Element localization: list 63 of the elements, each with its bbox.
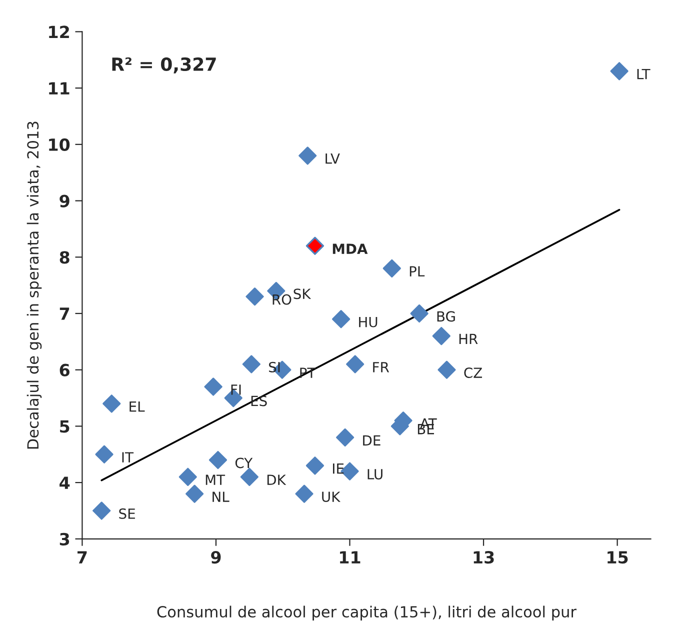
annotation: CY xyxy=(235,458,253,468)
point xyxy=(102,394,121,413)
y-axis-title: Decalajul de gen in speranta la viata, 2013 xyxy=(26,122,42,449)
x-tick-label: 7 xyxy=(78,551,87,564)
annotation: CZ xyxy=(464,368,482,378)
y-tick-label: 11 xyxy=(49,82,70,94)
annotation: MDA xyxy=(332,244,368,254)
point xyxy=(95,445,114,464)
point xyxy=(410,304,428,323)
point xyxy=(208,450,228,470)
y-tick-label: 9 xyxy=(60,194,70,208)
y-tick-label: 10 xyxy=(49,138,70,151)
y-tick-label: 3 xyxy=(60,532,70,546)
annotation: EL xyxy=(130,402,145,412)
point xyxy=(298,146,317,165)
point xyxy=(246,288,264,306)
annotation: SK xyxy=(294,288,312,300)
point xyxy=(332,310,350,328)
point xyxy=(242,355,260,374)
point xyxy=(438,360,456,379)
y-tick-label: 12 xyxy=(49,26,69,38)
annotation: DK xyxy=(267,474,286,485)
annotation: RO xyxy=(272,294,292,305)
point xyxy=(346,355,364,374)
annotation: HU xyxy=(359,316,378,328)
annotation: IT xyxy=(122,452,134,462)
annotation: NL xyxy=(212,492,230,502)
point xyxy=(240,468,258,486)
y-tick-label: 5 xyxy=(60,420,70,433)
annotation: BG xyxy=(437,311,455,322)
point xyxy=(432,326,450,346)
x-tick-label: 13 xyxy=(474,551,494,564)
annotation: UK xyxy=(322,492,340,502)
annotation: R² = 0,327 xyxy=(112,57,216,74)
point xyxy=(382,259,401,278)
x-tick-label: 9 xyxy=(211,551,221,564)
point xyxy=(204,378,222,396)
annotation: LT xyxy=(637,69,650,80)
point xyxy=(306,456,324,475)
annotation: SE xyxy=(119,508,135,519)
x-axis-title: Consumul de alcool per capita (15+), litri de alcool pur xyxy=(157,606,577,621)
annotation: MT xyxy=(206,474,226,485)
annotation: HR xyxy=(459,334,478,344)
annotation: IE xyxy=(333,464,344,474)
point xyxy=(92,502,111,520)
annotation: ES xyxy=(251,396,267,406)
point xyxy=(336,428,354,447)
y-tick-label: 7 xyxy=(60,308,70,320)
point xyxy=(186,484,204,503)
point xyxy=(610,62,628,80)
y-tick-label: 6 xyxy=(60,364,70,376)
annotation: LV xyxy=(326,154,340,164)
x-tick-label: 11 xyxy=(340,551,360,564)
annotation: FR xyxy=(373,362,390,372)
annotation: PL xyxy=(410,266,425,276)
point xyxy=(178,468,197,486)
point xyxy=(306,236,324,255)
y-tick-label: 4 xyxy=(60,476,70,489)
annotation: LU xyxy=(368,469,382,480)
x-tick-label: 15 xyxy=(608,551,628,564)
annotation: DE xyxy=(363,435,380,446)
y-tick-label: 8 xyxy=(60,251,70,264)
point xyxy=(295,484,314,503)
